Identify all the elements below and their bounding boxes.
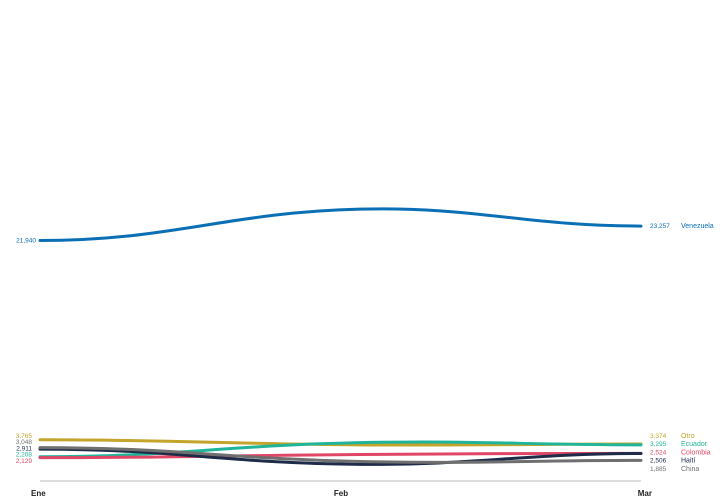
start-label-china: 3,048	[16, 439, 33, 446]
start-label-hait: 2,911	[16, 445, 32, 452]
series-lines	[38, 207, 643, 466]
end-label-colombia: 2,524	[650, 449, 667, 456]
series-name-colombia: Colombia	[681, 449, 711, 456]
series-name-hait: Haití	[681, 458, 695, 465]
series-line-china	[38, 446, 643, 464]
series-name-otro: Otro	[681, 433, 695, 440]
start-label-colombia: 2,129	[16, 458, 33, 465]
end-label-ecuador: 3,295	[650, 441, 667, 448]
x-tick-label: Mar	[638, 489, 652, 498]
end-label-otro: 3,374	[650, 433, 667, 440]
x-axis-ticks: Ene Feb Mar	[31, 489, 652, 498]
series-name-china: China	[681, 466, 699, 473]
end-label-hait: 2,506	[650, 458, 667, 465]
series-name-venezuela: Venezuela	[681, 223, 714, 230]
start-label-otro: 3,765	[16, 433, 33, 440]
series-name-ecuador: Ecuador	[681, 441, 708, 448]
end-label-venezuela: 23,257	[650, 223, 670, 230]
series-line-hait	[38, 447, 643, 466]
x-tick-label: Ene	[31, 489, 46, 498]
series-line-ecuador	[38, 440, 643, 459]
start-label-ecuador: 2,208	[16, 452, 33, 459]
start-label-venezuela: 21,940	[16, 238, 36, 245]
end-value-labels: 23,257 Venezuela 3,374 Otro 3,295 Ecuador 2,52…	[650, 223, 714, 473]
x-tick-label: Feb	[334, 489, 348, 498]
end-label-china: 1,885	[650, 466, 667, 473]
series-line-colombia	[38, 451, 643, 460]
series-line-venezuela	[38, 207, 643, 243]
